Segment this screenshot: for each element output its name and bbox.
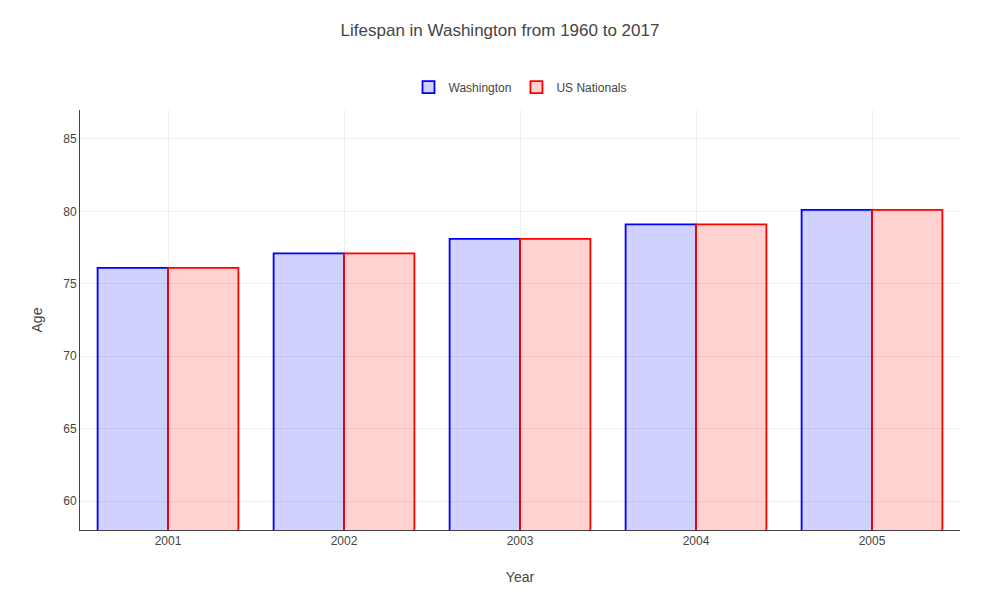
svg-text:2005: 2005 [859,534,886,548]
svg-text:Washington: Washington [449,81,512,95]
svg-text:2001: 2001 [155,534,182,548]
svg-text:Year: Year [506,569,535,585]
svg-text:70: 70 [63,349,77,363]
svg-text:Age: Age [29,307,45,332]
svg-text:65: 65 [63,422,77,436]
svg-text:2002: 2002 [331,534,358,548]
svg-text:85: 85 [63,132,77,146]
svg-text:60: 60 [63,494,77,508]
svg-text:2003: 2003 [507,534,534,548]
svg-text:US Nationals: US Nationals [556,81,626,95]
svg-text:Lifespan in Washington from 19: Lifespan in Washington from 1960 to 2017 [341,21,660,40]
svg-text:75: 75 [63,277,77,291]
svg-text:2004: 2004 [683,534,710,548]
svg-text:80: 80 [63,205,77,219]
